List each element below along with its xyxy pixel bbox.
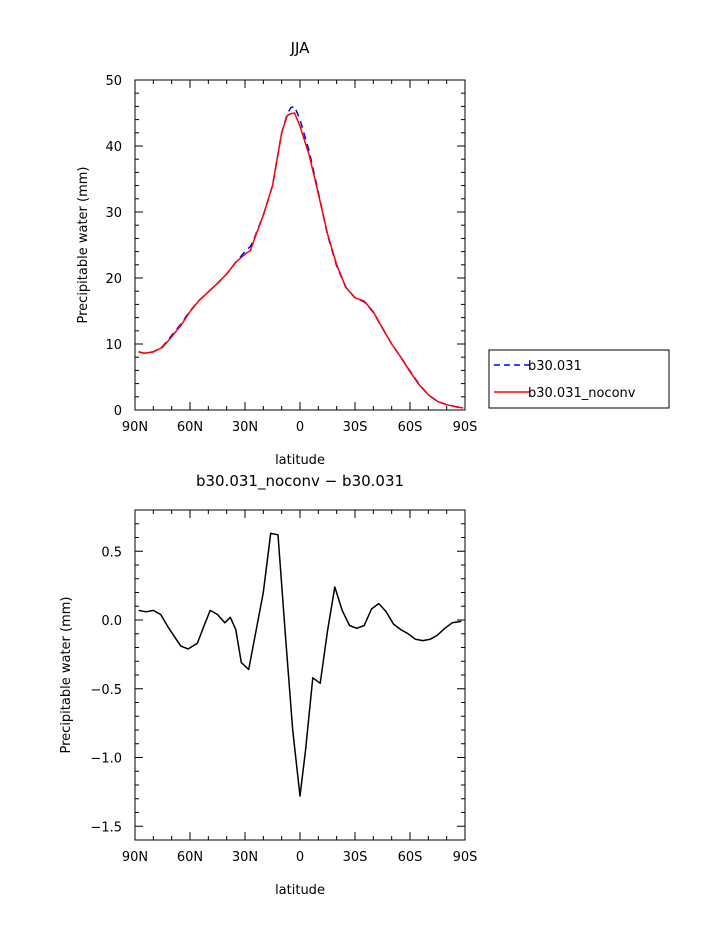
x-tick-label: 60S	[398, 420, 423, 435]
top-chart-ylabel: Precipitable water (mm)	[76, 167, 91, 324]
series-line-0-1	[138, 112, 464, 409]
y-tick-label: 30	[105, 206, 122, 221]
y-tick-label: −1.0	[90, 752, 122, 767]
x-tick-label: 0	[296, 420, 304, 435]
y-tick-label: 0.5	[101, 545, 122, 560]
y-tick-label: 0.0	[101, 614, 122, 629]
top-chart-ticks: 90N 60N 30N 0 30S 60S 90S 0 10 20 30 40 50	[105, 74, 477, 435]
x-tick-label: 30S	[343, 850, 368, 865]
series-line-0-0	[138, 105, 464, 409]
top-chart-legend: b30.031 b30.031_noconv	[488, 349, 670, 409]
bottom-chart-ticks: 90N 60N 30N 0 30S 60S 90S −1.5 −1.0 −0.5 0.0 0.5	[90, 509, 478, 865]
x-tick-label: 60N	[177, 850, 203, 865]
x-tick-label: 30S	[343, 420, 368, 435]
legend-frame	[488, 349, 670, 409]
top-chart-xlabel: latitude	[275, 453, 325, 468]
x-tick-label: 90N	[122, 420, 148, 435]
bottom-chart-ylabel: Precipitable water (mm)	[59, 597, 74, 754]
top-chart-title: JJA	[290, 39, 311, 57]
top-chart: JJA latitude Precipitable water (mm) 90N…	[76, 39, 670, 468]
y-tick-label: 40	[105, 140, 122, 155]
x-tick-label: 30N	[232, 850, 258, 865]
y-tick-label: 20	[105, 272, 122, 287]
top-chart-frame	[134, 79, 466, 411]
y-tick-label: −0.5	[90, 683, 122, 698]
series-line-1-0	[138, 532, 462, 797]
bottom-chart-title: b30.031_noconv − b30.031	[196, 472, 404, 491]
y-tick-label: 0	[114, 404, 122, 419]
legend-label-b30-031: b30.031	[528, 359, 582, 374]
x-tick-label: 90N	[122, 850, 148, 865]
x-tick-label: 60N	[177, 420, 203, 435]
bottom-chart-series	[138, 532, 462, 797]
x-tick-label: 90S	[453, 420, 478, 435]
x-tick-label: 0	[296, 850, 304, 865]
x-tick-label: 30N	[232, 420, 258, 435]
y-tick-label: 50	[105, 74, 122, 89]
y-tick-label: −1.5	[90, 820, 122, 835]
x-tick-label: 60S	[398, 850, 423, 865]
bottom-chart-xlabel: latitude	[275, 883, 325, 898]
x-tick-label: 90S	[453, 850, 478, 865]
bottom-chart: b30.031_noconv − b30.031 latitude Precip…	[59, 472, 477, 898]
legend-label-b30-031-noconv: b30.031_noconv	[528, 386, 636, 401]
y-tick-label: 10	[105, 338, 122, 353]
top-chart-series	[138, 105, 464, 409]
